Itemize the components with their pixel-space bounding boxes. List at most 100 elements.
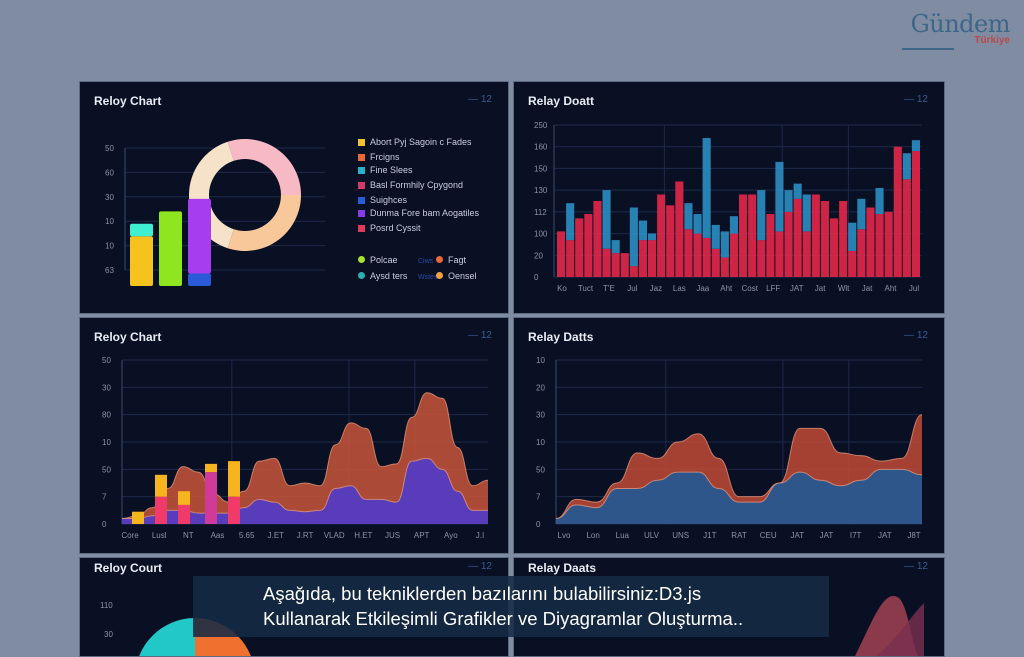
y-tick-label: 50 — [102, 465, 111, 474]
bar — [648, 240, 657, 277]
bar-segment — [159, 211, 182, 286]
bar — [875, 214, 884, 277]
bar — [629, 207, 638, 267]
area-svg — [854, 596, 924, 656]
legend-swatch — [358, 197, 365, 204]
y-tick-label: 10 — [102, 438, 111, 447]
brand-name: Gündem — [910, 10, 1011, 38]
bar — [739, 194, 748, 277]
bar — [638, 220, 647, 241]
chart-svg: 0 7 50 10 80 30 50 Core Lusl NT Aas 5.65 J.ET J.RT VLA… — [102, 356, 489, 540]
bar — [566, 203, 575, 241]
panel-area-left: Reloy Chart — 12 0 7 50 10 80 30 50 Core Lusl NT A… — [79, 317, 509, 554]
bar — [866, 207, 875, 277]
bar — [757, 190, 766, 241]
bar — [702, 138, 711, 238]
panel-meta: — 12 — [904, 561, 928, 572]
bar — [893, 146, 902, 277]
bar — [857, 198, 866, 230]
bar — [911, 140, 920, 152]
bar-segment — [132, 511, 144, 524]
x-tick-label: Jaz — [650, 284, 662, 293]
x-tick-label: Wlt — [838, 284, 850, 293]
x-tick-label: RAT — [731, 531, 747, 540]
x-tick-label: JUS — [385, 531, 400, 540]
x-tick-label: Jaa — [696, 284, 709, 293]
bar — [875, 187, 884, 215]
x-tick-label: Ko — [557, 284, 567, 293]
legend: Abort Pyj Sagoin c Fades Frcigns Fine Slee… — [358, 138, 479, 239]
legend-label: Fagt — [448, 255, 467, 265]
x-tick-label: CEU — [760, 531, 777, 540]
bar-segment — [188, 273, 211, 286]
legend-swatch — [358, 154, 365, 161]
bar — [629, 266, 638, 277]
donut-slice — [227, 195, 301, 251]
bar — [784, 190, 793, 212]
bar — [757, 240, 766, 277]
bar — [729, 216, 738, 234]
x-tick-label: T'E — [603, 284, 615, 293]
legend-item: Fine Slees — [358, 166, 479, 175]
x-tick-label: Aht — [885, 284, 898, 293]
legend-dot-item: Aysd ters — [358, 271, 418, 281]
legend-label: Fine Slees — [370, 165, 413, 175]
bar — [684, 229, 693, 277]
y-tick-label: 60 — [105, 168, 114, 177]
bar — [820, 201, 829, 277]
bar-segment — [178, 491, 190, 505]
x-tick-label: Cost — [742, 284, 759, 293]
bar — [611, 253, 620, 277]
bar — [793, 198, 802, 277]
legend-label: Dunma Fore bam Aogatiles — [370, 208, 480, 218]
x-tick-label: J1T — [703, 531, 716, 540]
bar — [775, 161, 784, 232]
panel-title: Reloy Chart — [94, 330, 162, 344]
bar — [811, 194, 820, 277]
x-tick-label: Lvo — [558, 531, 571, 540]
bar — [702, 237, 711, 277]
bar-segment — [130, 236, 153, 286]
area-line — [121, 392, 489, 520]
x-tick-label: JAT — [820, 531, 834, 540]
legend-item: Dunma Fore bam Aogatiles — [358, 209, 479, 218]
donut-slice — [227, 139, 301, 195]
x-tick-label: H.ET — [354, 531, 372, 540]
legend-item: Abort Pyj Sagoin c Fades — [358, 138, 479, 147]
brand-logo: Gündem Türkiye — [900, 10, 1011, 50]
bar — [775, 231, 784, 277]
y-tick-label: 250 — [534, 121, 548, 130]
legend-dot — [358, 272, 365, 279]
x-tick-label: Jul — [909, 284, 919, 293]
bar-segment — [178, 504, 190, 524]
y-tick-label: 30 — [102, 383, 111, 392]
bar — [711, 248, 720, 277]
y-tick-label: 30 — [536, 411, 545, 420]
legend-item: Posrd Cyssit — [358, 224, 479, 233]
bar-segment — [205, 463, 217, 473]
legend-dot — [436, 272, 443, 279]
bar — [602, 190, 611, 249]
bar — [620, 253, 629, 277]
legend-dot-item: Polcae — [358, 255, 418, 265]
x-tick-label: ULV — [644, 531, 660, 540]
y-tick-label: 20 — [536, 383, 545, 392]
legend-label: Aysd ters — [370, 271, 408, 281]
panel-meta: — 12 — [904, 330, 928, 341]
panel-title: Reloy Chart — [94, 94, 162, 108]
bar — [666, 205, 675, 277]
bar — [648, 233, 657, 241]
y-tick-label: 160 — [534, 143, 548, 152]
legend-label: Basl Formhily Cpygond — [370, 180, 464, 190]
y-tick: 30 — [104, 630, 113, 639]
bar — [830, 218, 839, 277]
y-tick-label: 0 — [102, 520, 107, 529]
legend-dot — [436, 256, 443, 263]
x-tick-label: LFF — [766, 284, 780, 293]
x-tick-label: J.RT — [297, 531, 314, 540]
bar — [584, 214, 593, 277]
x-tick-label: 5.65 — [239, 531, 255, 540]
legend-swatch — [358, 225, 365, 232]
legend-dot-item: Ciws — [418, 255, 436, 265]
bar — [684, 203, 693, 230]
